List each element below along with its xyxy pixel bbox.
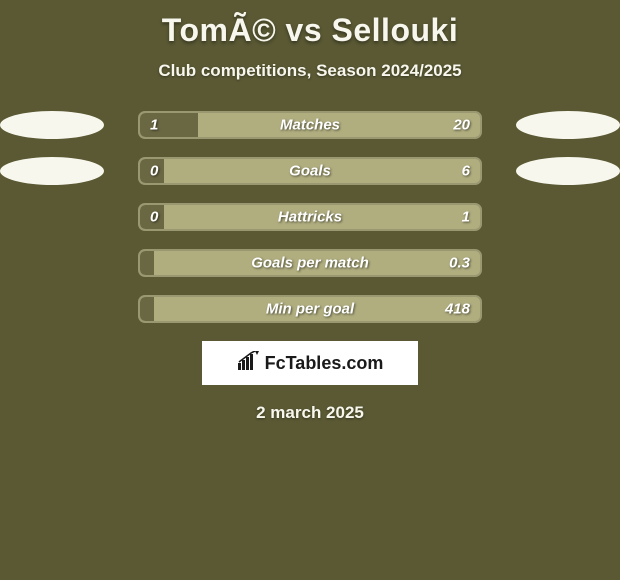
stat-label: Min per goal [266, 301, 354, 318]
stat-label: Matches [280, 117, 340, 134]
spacer [0, 249, 104, 277]
value-left: 0 [150, 209, 158, 226]
stat-row: Goals per match 0.3 [0, 249, 620, 277]
stat-row: 1 Matches 20 [0, 111, 620, 139]
stat-label: Goals per match [251, 255, 369, 272]
value-right: 0.3 [449, 255, 470, 272]
stat-bar: 0 Hattricks 1 [138, 203, 482, 231]
value-right: 6 [462, 163, 470, 180]
spacer [516, 249, 620, 277]
stat-row: 0 Hattricks 1 [0, 203, 620, 231]
value-right: 20 [453, 117, 470, 134]
stat-label: Hattricks [278, 209, 342, 226]
stat-row: 0 Goals 6 [0, 157, 620, 185]
value-left: 1 [150, 117, 158, 134]
spacer [516, 203, 620, 231]
bar-fill-left [140, 297, 154, 321]
spacer [516, 295, 620, 323]
logo-text: FcTables.com [265, 353, 384, 374]
spacer [0, 203, 104, 231]
stat-bar: Min per goal 418 [138, 295, 482, 323]
player-right-marker [516, 157, 620, 185]
stat-bar: 0 Goals 6 [138, 157, 482, 185]
bar-fill-left [140, 113, 198, 137]
date-text: 2 march 2025 [0, 403, 620, 423]
page-subtitle: Club competitions, Season 2024/2025 [0, 61, 620, 81]
player-left-marker [0, 157, 104, 185]
stat-row: Min per goal 418 [0, 295, 620, 323]
spacer [0, 295, 104, 323]
stat-label: Goals [289, 163, 331, 180]
player-left-marker [0, 111, 104, 139]
stat-bar: 1 Matches 20 [138, 111, 482, 139]
value-left: 0 [150, 163, 158, 180]
value-right: 418 [445, 301, 470, 318]
logo-box: FcTables.com [202, 341, 418, 385]
stat-bar: Goals per match 0.3 [138, 249, 482, 277]
player-right-marker [516, 111, 620, 139]
comparison-chart: 1 Matches 20 0 Goals 6 0 Hattricks 1 Goals per ma… [0, 111, 620, 323]
chart-icon [237, 351, 265, 376]
value-right: 1 [462, 209, 470, 226]
bar-fill-left [140, 251, 154, 275]
fctables-logo: FcTables.com [237, 351, 384, 376]
page-title: TomÃ© vs Sellouki [0, 0, 620, 49]
